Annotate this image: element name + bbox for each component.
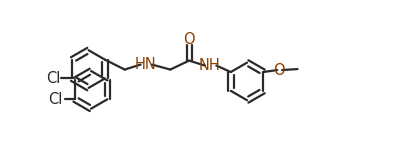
- Text: HN: HN: [134, 57, 156, 72]
- Text: NH: NH: [199, 58, 221, 73]
- Text: Cl: Cl: [46, 71, 61, 86]
- Text: Cl: Cl: [49, 92, 63, 107]
- Text: O: O: [273, 63, 285, 78]
- Text: O: O: [183, 32, 195, 47]
